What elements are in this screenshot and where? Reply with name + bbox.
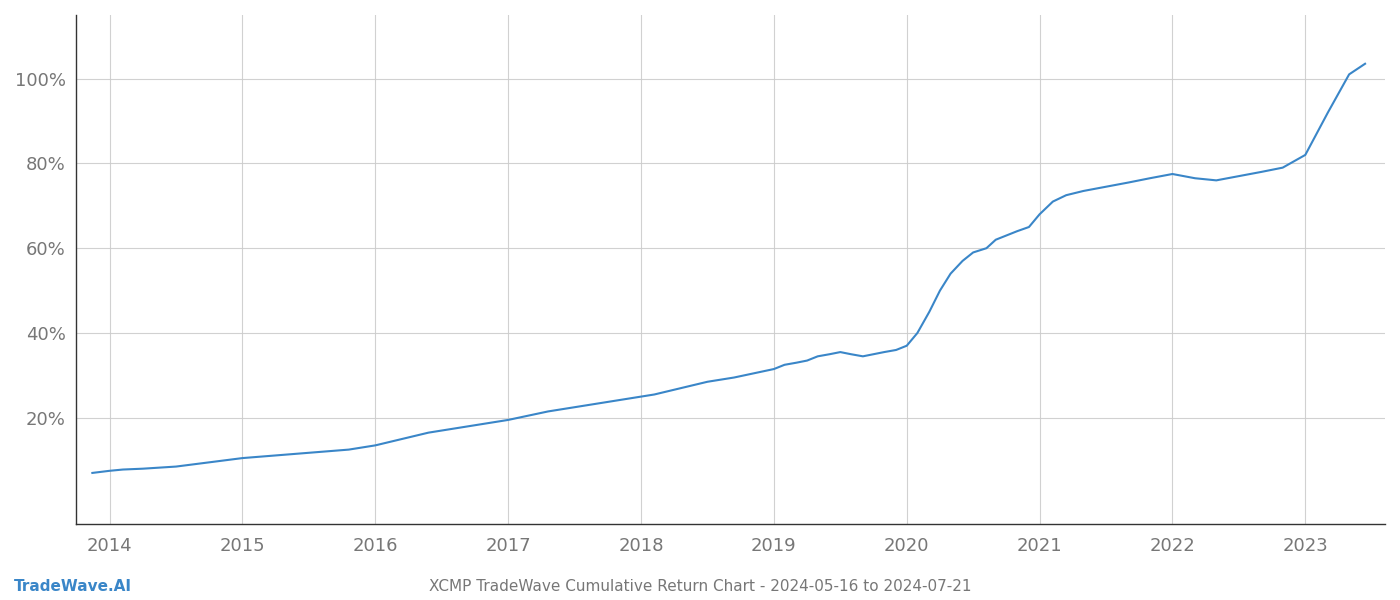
Text: TradeWave.AI: TradeWave.AI [14,579,132,594]
Text: XCMP TradeWave Cumulative Return Chart - 2024-05-16 to 2024-07-21: XCMP TradeWave Cumulative Return Chart -… [428,579,972,594]
